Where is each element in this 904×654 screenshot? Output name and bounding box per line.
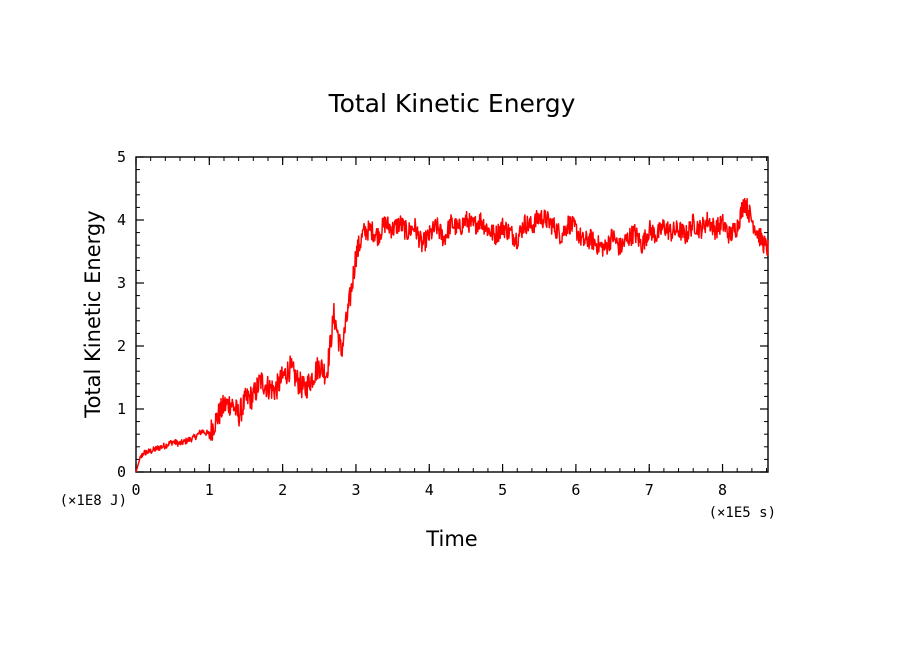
x-tick-label: 5 (498, 481, 507, 499)
chart-title: Total Kinetic Energy (328, 89, 576, 118)
x-tick-label: 8 (718, 481, 727, 499)
y-tick-label: 3 (117, 274, 126, 292)
series-line-total-kinetic-energy (136, 199, 768, 472)
x-tick-label: 6 (571, 481, 580, 499)
x-tick-label: 4 (425, 481, 434, 499)
x-tick-label: 2 (278, 481, 287, 499)
x-axis-ticks: 0 1 2 3 4 5 6 7 8 (131, 157, 727, 499)
y-tick-label: 1 (117, 400, 126, 418)
plot-area: 0 1 2 3 4 5 6 7 8 0 1 2 3 4 5 (117, 148, 768, 499)
y-axis-label: Total Kinetic Energy (81, 210, 105, 418)
y-unit-label: (×1E8 J) (60, 493, 127, 509)
x-tick-label: 7 (645, 481, 654, 499)
minor-ticks (136, 157, 768, 472)
y-tick-label: 2 (117, 337, 126, 355)
x-tick-label: 1 (205, 481, 214, 499)
x-axis-label: Time (425, 527, 477, 551)
x-tick-label: 0 (131, 481, 140, 499)
x-unit-label: (×1E5 s) (709, 505, 776, 521)
chart: Total Kinetic Energy 0 1 2 3 4 5 6 7 8 0 1 2 3 4 5 Ti… (0, 0, 904, 654)
x-tick-label: 3 (351, 481, 360, 499)
plot-frame (136, 157, 768, 472)
y-tick-label: 0 (117, 463, 126, 481)
y-tick-label: 5 (117, 148, 126, 166)
y-tick-label: 4 (117, 211, 126, 229)
